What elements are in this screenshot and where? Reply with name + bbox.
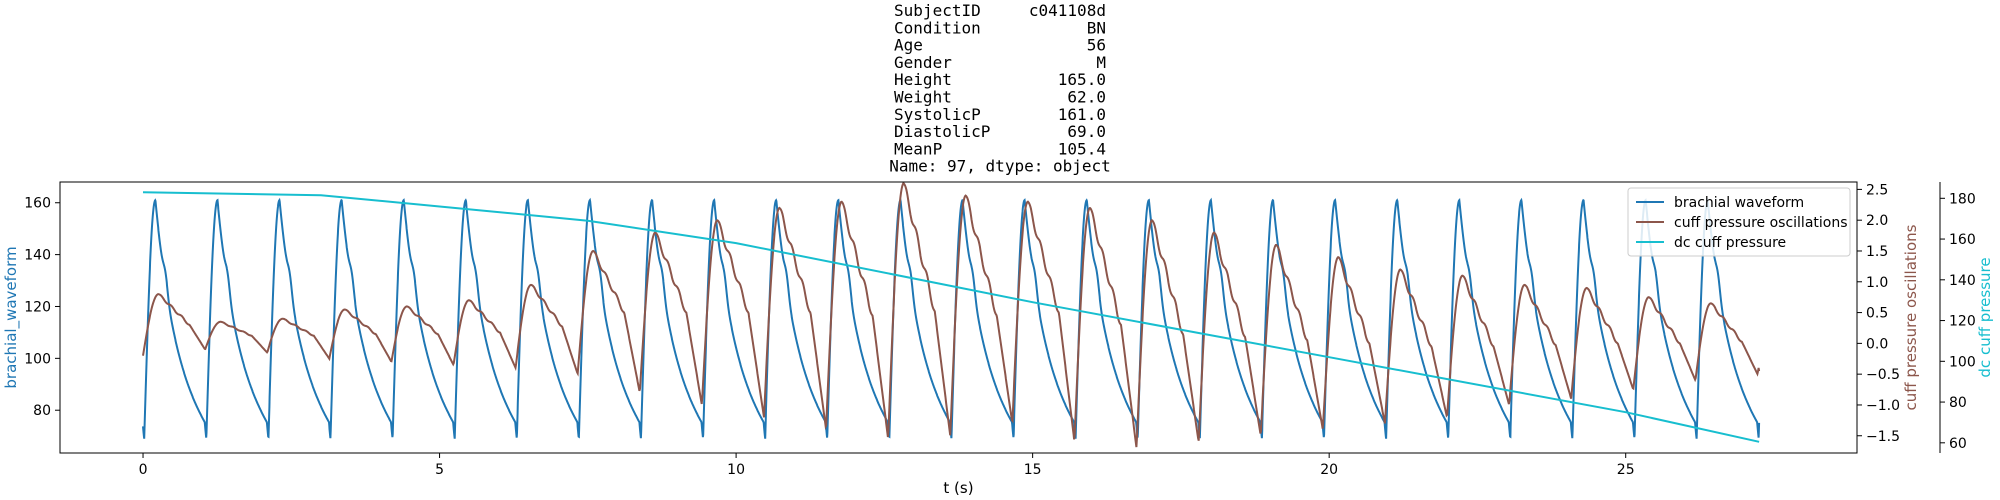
y-axis-right-oscillations: −1.5 −1.0 −0.5 0.0 0.5 1.0 1.5 2.0 2.5 cuff press… — [1857, 182, 1920, 445]
y-left-axis-label: brachial_waveform — [2, 246, 21, 388]
legend: brachial waveform cuff pressure oscillati… — [1627, 187, 1851, 257]
series-cuff-pressure-oscillations — [142, 182, 1761, 448]
y-right2-tick-label: 180 — [1949, 191, 1976, 207]
plot-area-frame — [59, 181, 1858, 454]
x-axis-label: t (s) — [943, 479, 973, 497]
legend-entry-label: brachial waveform — [1674, 195, 1804, 211]
y-right1-tick-label: −1.0 — [1866, 398, 1900, 414]
y-right1-tick-label: −0.5 — [1866, 367, 1900, 383]
title-line: Name: 97, dtype: object — [889, 157, 1111, 176]
x-tick-label: 15 — [1024, 462, 1042, 478]
title-line: Height 165.0 — [894, 70, 1106, 89]
y-right1-tick-label: 1.0 — [1866, 275, 1888, 291]
y-right2-tick-label: 120 — [1949, 314, 1976, 330]
y-right1-tick-label: −1.5 — [1866, 429, 1900, 445]
y-right2-axis-label: dc cuff pressure — [1976, 257, 1994, 377]
y-left-tick-label: 80 — [33, 403, 51, 419]
y-left-tick-label: 120 — [24, 299, 51, 315]
title-line: SubjectID c041108d — [894, 1, 1106, 20]
legend-entry-label: cuff pressure oscillations — [1674, 215, 1848, 231]
x-tick-label: 0 — [139, 462, 148, 478]
y-right2-tick-label: 160 — [1949, 232, 1976, 248]
series-dc-cuff-pressure — [142, 191, 1760, 443]
x-axis: 0 5 10 15 20 25 t (s) — [139, 453, 1635, 497]
y-right1-tick-label: 2.5 — [1866, 182, 1888, 198]
y-right2-tick-label: 60 — [1949, 436, 1967, 452]
y-right1-axis-label: cuff pressure oscillations — [1902, 224, 1920, 410]
title-line: Age 56 — [894, 36, 1106, 55]
y-left-tick-label: 100 — [24, 351, 51, 367]
y-right1-tick-label: 2.0 — [1866, 213, 1888, 229]
y-axis-left: 80 100 120 140 160 brachial_waveform — [2, 196, 60, 419]
title-line: Gender M — [894, 53, 1106, 72]
title-line: SystolicP 161.0 — [894, 105, 1106, 124]
legend-entry-label: dc cuff pressure — [1674, 235, 1786, 251]
y-axis-right-dc-pressure: 60 80 100 120 140 160 180 dc cuff pressure — [1939, 182, 1994, 453]
x-tick-label: 10 — [727, 462, 745, 478]
y-right1-tick-label: 0.0 — [1866, 336, 1888, 352]
y-left-tick-label: 160 — [24, 196, 51, 212]
y-right1-tick-label: 1.5 — [1866, 244, 1888, 260]
legend-box — [1627, 187, 1851, 257]
y-right2-tick-label: 80 — [1949, 395, 1967, 411]
title-line: DiastolicP 69.0 — [894, 122, 1106, 141]
title-line: MeanP 105.4 — [894, 139, 1106, 158]
x-tick-label: 20 — [1320, 462, 1338, 478]
y-right2-tick-label: 140 — [1949, 273, 1976, 289]
title-line: Condition BN — [894, 18, 1106, 37]
title-line: Weight 62.0 — [894, 88, 1106, 107]
plot-series — [142, 182, 1761, 448]
y-right2-tick-label: 100 — [1949, 354, 1976, 370]
x-tick-label: 5 — [435, 462, 444, 478]
y-left-tick-label: 140 — [24, 248, 51, 264]
x-tick-label: 25 — [1617, 462, 1635, 478]
y-right1-tick-label: 0.5 — [1866, 306, 1888, 322]
series-brachial-waveform — [142, 197, 1761, 439]
